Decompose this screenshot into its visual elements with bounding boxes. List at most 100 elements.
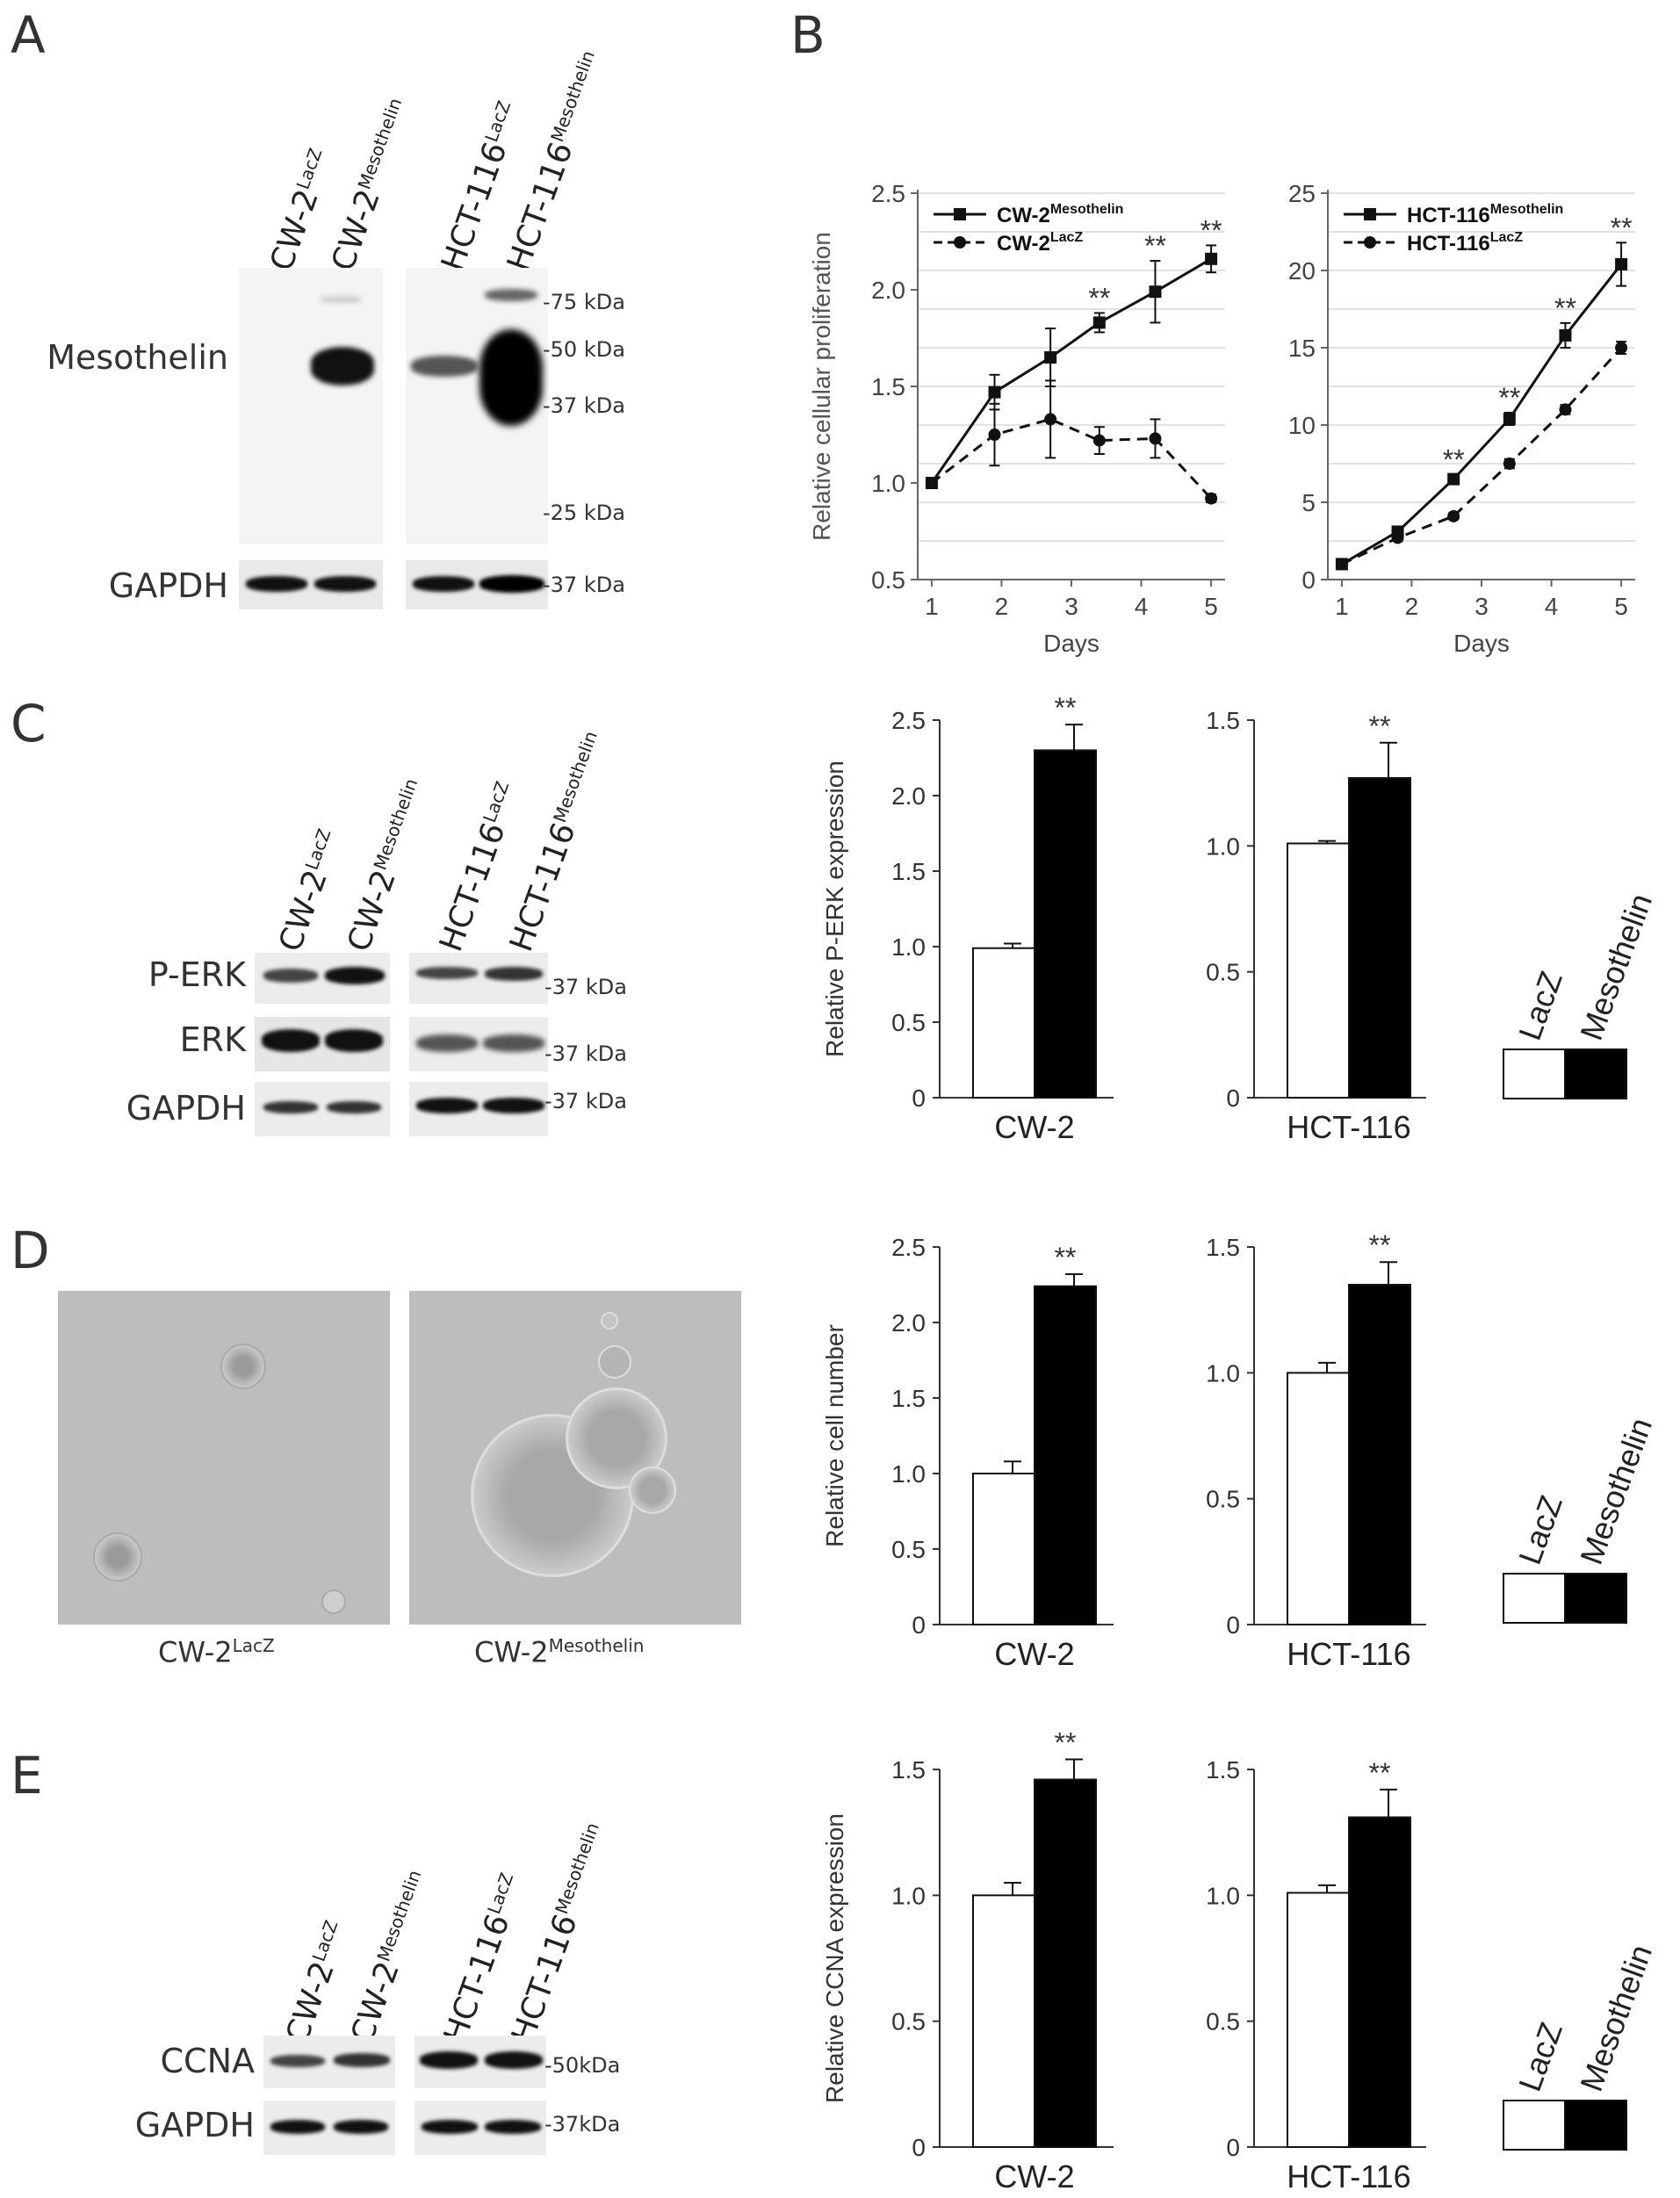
y-axis-label: Relative CCNA expression <box>821 1813 848 2103</box>
band <box>485 2120 541 2134</box>
band <box>479 575 544 593</box>
band <box>420 2051 478 2069</box>
data-point <box>988 429 1001 441</box>
category-label: HCT-116 <box>1287 1636 1410 1672</box>
y-axis-label: Relative cell number <box>821 1324 848 1547</box>
y-tick-label: 20 <box>1288 257 1316 285</box>
y-tick-label: 0 <box>912 2134 926 2161</box>
significance-marker: ** <box>1055 692 1077 724</box>
colony <box>629 1467 676 1514</box>
legend-label-sup: Mesothelin <box>1490 202 1564 217</box>
line-chart-B-left: 0.5 1.0 1.5 2.0 2.5 1 2 3 4 5 Days Relative cellula… <box>808 180 1225 657</box>
marker-label: -50 kDa <box>543 337 625 362</box>
band <box>320 296 362 303</box>
legend-marker <box>1364 236 1376 249</box>
marker-label: -75 kDa <box>543 290 625 314</box>
bar-legend: LacZ Mesothelin <box>1503 889 1659 1099</box>
y-tick-label: 2.5 <box>891 707 926 734</box>
x-tick-label: 5 <box>1204 593 1218 620</box>
band <box>483 1098 544 1113</box>
category-label: CW-2 <box>994 2158 1074 2194</box>
colony <box>93 1532 142 1582</box>
row-label-gapdh: GAPDH <box>126 1089 246 1128</box>
band <box>483 1034 544 1052</box>
data-point <box>1092 316 1106 329</box>
y-tick-label: 0 <box>912 1085 926 1112</box>
marker-label: -50kDa <box>544 2053 621 2078</box>
band <box>262 1029 320 1052</box>
series-line <box>930 417 1213 500</box>
data-point <box>1559 328 1572 342</box>
caption-cw2-lacz: CW-2LacZ <box>158 1635 275 1669</box>
bar <box>972 1473 1035 1625</box>
legend-label-base: HCT-116 <box>1407 204 1490 227</box>
caption-cw2-mesothelin: CW-2Mesothelin <box>474 1635 645 1669</box>
y-tick-label: 2.0 <box>891 782 926 810</box>
blot-strip <box>415 2036 546 2088</box>
bar <box>1287 1372 1350 1626</box>
legend-swatch-lacz <box>1503 1049 1566 1099</box>
y-axis-label: Relative cellular proliferation <box>808 232 835 541</box>
bar <box>1348 1816 1411 2148</box>
band <box>327 1101 381 1113</box>
data-point <box>1615 342 1628 354</box>
data-point <box>925 477 938 489</box>
band <box>263 969 318 983</box>
legend-swatch-lacz <box>1503 1573 1566 1624</box>
band <box>485 2051 543 2069</box>
y-tick-label: 2.5 <box>871 180 905 207</box>
band <box>479 329 543 426</box>
legend-label-sup: LacZ <box>1050 230 1084 245</box>
legend-label-lacz: LacZ <box>1511 966 1569 1044</box>
category-label: CW-2 <box>994 1109 1074 1145</box>
y-tick-label: 10 <box>1288 412 1316 439</box>
legend-label: HCT-116Mesothelin <box>1407 202 1563 227</box>
data-point <box>1335 558 1348 571</box>
band <box>263 1101 318 1113</box>
legend-marker <box>954 208 966 220</box>
y-tick-label: 1.0 <box>1206 832 1240 860</box>
panel-letter-a: A <box>11 5 46 65</box>
row-label-erk: ERK <box>179 1020 246 1059</box>
x-axis-label: Days <box>1453 630 1510 657</box>
y-tick-label: 1.5 <box>1206 707 1240 734</box>
data-point <box>1044 413 1057 426</box>
y-tick-label: 1.0 <box>1206 1359 1240 1387</box>
significance-marker: ** <box>1088 282 1110 313</box>
marker-label: -37 kDa <box>544 1041 627 1066</box>
bar-chart-E-hct: 0 0.5 1.0 1.5 ** HCT-116 <box>1206 1756 1426 2194</box>
marker-label: -37 kDa <box>543 573 625 597</box>
legend-label-lacz: LacZ <box>1511 1490 1569 1568</box>
bar-chart-E-cw2: 0 0.5 1.0 1.5 ** CW-2 Relative CCNA expression <box>821 1727 1114 2194</box>
band <box>325 1029 383 1052</box>
series-line <box>1341 346 1623 566</box>
significance-marker: ** <box>1369 1757 1391 1789</box>
band <box>334 2053 390 2067</box>
band <box>270 2120 325 2134</box>
blot-strip <box>255 1082 390 1136</box>
blot-strip <box>263 2101 395 2155</box>
data-point <box>1205 252 1218 265</box>
bar <box>1287 1892 1350 2148</box>
y-tick-label: 1.0 <box>1206 1882 1240 1909</box>
band <box>416 1034 478 1052</box>
y-tick-label: 0 <box>1226 2134 1240 2161</box>
legend-swatch-mesothelin <box>1564 1573 1627 1624</box>
y-tick-label: 0.5 <box>1206 1486 1240 1513</box>
y-tick-label: 0 <box>1301 566 1316 594</box>
legend-label: HCT-116LacZ <box>1407 230 1523 256</box>
bar <box>1034 749 1097 1099</box>
band <box>246 576 307 592</box>
bar <box>1034 1285 1097 1625</box>
band <box>334 2120 388 2134</box>
x-tick-label: 1 <box>1335 593 1349 620</box>
bar <box>1348 1284 1411 1625</box>
y-tick-label: 0.5 <box>891 2008 926 2036</box>
panel-letter-c: C <box>11 694 47 753</box>
legend-label-sup: LacZ <box>1490 230 1524 245</box>
y-tick-label: 1.0 <box>891 1460 926 1488</box>
row-label-perk: P-ERK <box>148 955 246 994</box>
legend-label-base: CW-2 <box>997 232 1050 256</box>
data-point <box>988 386 1001 399</box>
